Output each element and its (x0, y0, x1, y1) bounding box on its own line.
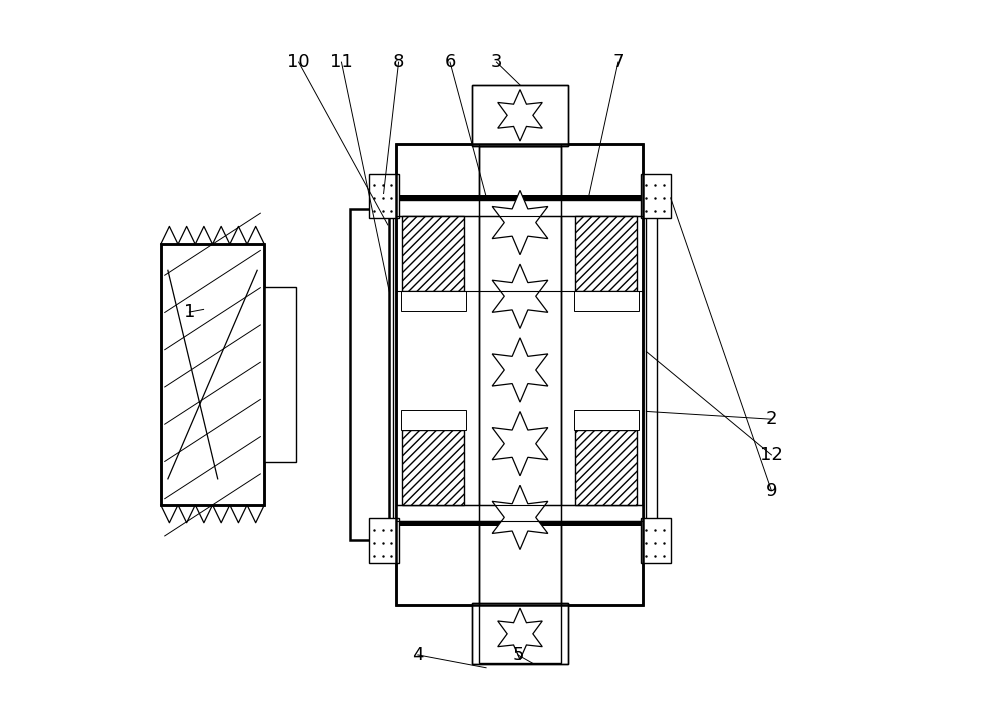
Bar (369, 174, 399, 218)
Bar (161, 244, 264, 505)
Text: 1: 1 (184, 303, 195, 321)
Text: 3: 3 (491, 53, 502, 71)
Bar (396, 144, 643, 605)
Text: 2: 2 (766, 410, 777, 428)
Polygon shape (498, 90, 542, 141)
Bar (396, 144, 643, 605)
Polygon shape (492, 412, 548, 476)
Bar (575, 430, 637, 505)
Text: 9: 9 (766, 482, 777, 500)
Bar (402, 430, 464, 505)
Bar (401, 410, 466, 430)
Text: 6: 6 (444, 53, 456, 71)
Bar (383, 196, 393, 524)
Polygon shape (492, 191, 548, 255)
Bar (396, 195, 643, 200)
Bar (641, 518, 671, 563)
Bar (350, 209, 389, 541)
Bar (264, 287, 296, 462)
Bar (401, 290, 466, 310)
Bar (574, 410, 639, 430)
Bar (641, 174, 671, 218)
Bar (396, 505, 643, 521)
Bar (472, 604, 568, 664)
Bar (396, 200, 643, 216)
Bar (402, 216, 464, 290)
Text: 5: 5 (512, 646, 524, 664)
Bar (472, 85, 568, 146)
Text: 12: 12 (760, 446, 783, 464)
Text: 10: 10 (287, 53, 310, 71)
Text: 4: 4 (412, 646, 424, 664)
Bar (472, 604, 568, 664)
Bar (479, 146, 561, 663)
Bar (574, 290, 639, 310)
Text: 11: 11 (330, 53, 353, 71)
Bar (646, 196, 657, 524)
Text: 8: 8 (393, 53, 404, 71)
Polygon shape (492, 338, 548, 402)
Bar (161, 244, 264, 505)
Text: 7: 7 (612, 53, 624, 71)
Bar (575, 216, 637, 290)
Bar (369, 518, 399, 563)
Bar (479, 146, 561, 663)
Bar (472, 85, 568, 146)
Polygon shape (492, 264, 548, 328)
Polygon shape (498, 608, 542, 660)
Polygon shape (492, 485, 548, 549)
Bar (396, 521, 643, 526)
